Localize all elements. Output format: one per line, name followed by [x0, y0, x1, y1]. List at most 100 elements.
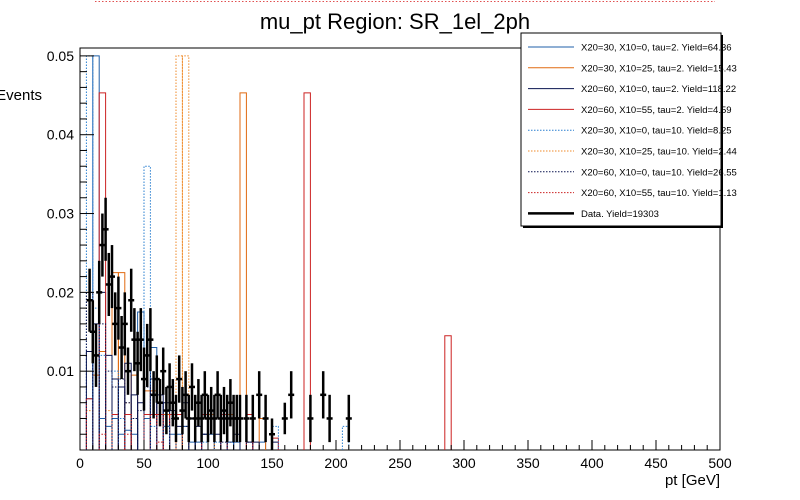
legend-label: X20=30, X10=0, tau=2. Yield=64.36 — [581, 43, 732, 54]
hist-bin-series-7 — [92, 354, 100, 450]
x-tick-label: 100 — [196, 455, 220, 471]
y-axis-label: Events — [0, 87, 42, 104]
y-tick-label: 0.03 — [47, 206, 74, 222]
data-point — [173, 394, 179, 443]
x-axis-label: pt [GeV] — [665, 472, 720, 489]
hist-bin-series-7 — [117, 378, 126, 450]
hist-bin-series-1 — [117, 433, 126, 450]
data-point — [128, 268, 135, 332]
data-point — [157, 379, 163, 427]
hist-bin-series-1 — [105, 425, 113, 450]
data-point — [262, 394, 269, 443]
legend-box — [520, 32, 722, 227]
data-point — [345, 394, 352, 443]
data-point — [320, 371, 327, 419]
hist-bin-series-7 — [169, 417, 177, 450]
data-point — [102, 197, 109, 261]
legend-label: X20=30, X10=25, tau=2. Yield=15.43 — [581, 63, 737, 74]
x-tick-label: 50 — [136, 455, 152, 471]
hist-bin-series-7 — [220, 441, 228, 450]
hist-bin-series-6 — [85, 410, 94, 450]
data-point — [326, 394, 333, 443]
x-tick-label: 400 — [580, 455, 604, 471]
hist-bin-series-8 — [98, 433, 107, 450]
x-tick-label: 450 — [644, 455, 668, 471]
data-point — [93, 323, 99, 387]
hist-bin-series-8 — [124, 433, 132, 450]
hist-bin-series-6 — [124, 402, 132, 450]
hist-bin-series-2 — [117, 272, 126, 450]
legend-label: Data. Yield=19303 — [581, 209, 659, 220]
data-point — [189, 363, 195, 411]
legend-label: X20=30, X10=0, tau=10. Yield=8.25 — [581, 126, 732, 137]
hist-bin-series-3 — [130, 394, 139, 450]
hist-bin-series-5 — [85, 55, 94, 450]
hist-bin-series-5 — [213, 441, 222, 450]
x-tick-label: 200 — [324, 455, 348, 471]
x-tick-label: 350 — [516, 455, 540, 471]
data-point — [256, 371, 263, 419]
hist-bin-series-4 — [85, 398, 94, 450]
y-tick-label: 0.02 — [47, 284, 74, 300]
hist-bin-series-4 — [143, 414, 151, 450]
hist-bin-series-4 — [111, 414, 119, 450]
data-point — [137, 308, 144, 372]
data-point — [96, 260, 103, 324]
legend-shadow-right — [721, 35, 723, 228]
hist-bin-series-1 — [92, 55, 100, 450]
data-point — [160, 347, 167, 395]
legend-label: X20=60, X10=55, tau=10. Yield=1.13 — [581, 188, 737, 199]
y-tick-label: 0.05 — [47, 48, 74, 64]
hist-bin-series-3 — [105, 354, 113, 450]
data-point — [237, 394, 243, 443]
hist-bin-series-1 — [111, 417, 119, 450]
hist-bin-series-6 — [181, 55, 190, 450]
hist-bin-series-5 — [98, 354, 107, 450]
hist-bin-series-2 — [98, 350, 107, 450]
y-axis-ticks: 0.01 0.02 0.03 0.04 0.05 — [47, 48, 94, 435]
hist-bin-series-3 — [226, 441, 235, 450]
hist-bin-series-5 — [149, 425, 158, 450]
hist-bin-series-1 — [258, 441, 267, 450]
legend-label: X20=60, X10=0, tau=2. Yield=118.22 — [581, 84, 736, 95]
data-point — [121, 292, 128, 356]
hist-bin-series-5 — [92, 307, 100, 450]
hist-bin-series-1 — [194, 441, 203, 450]
hist-bin-series-4 — [303, 92, 311, 450]
hist-bin-series-7 — [105, 370, 113, 450]
hist-bin-series-8 — [156, 441, 164, 450]
y-tick-label: 0.04 — [47, 127, 74, 143]
data-point — [281, 402, 288, 435]
hist-bin-series-1 — [143, 417, 151, 450]
hist-bin-series-4 — [124, 414, 132, 450]
hist-bin-series-4 — [149, 414, 158, 450]
data-point — [243, 394, 250, 443]
data-point — [115, 276, 122, 340]
hist-bin-series-1 — [124, 429, 132, 450]
hist-bin-series-7 — [124, 402, 132, 450]
hist-bin-series-3 — [245, 441, 254, 450]
legend-label: X20=60, X10=0, tau=10. Yield=26.55 — [581, 167, 737, 178]
hist-bin-series-5 — [111, 370, 119, 450]
hist-bin-series-7 — [245, 441, 254, 450]
hist-bin-series-5 — [201, 441, 209, 450]
x-axis-ticks: 0 50 100 150 200 250 300 350 400 450 500 — [76, 440, 732, 471]
hist-bin-series-7 — [137, 410, 145, 450]
hist-bin-series-6 — [175, 55, 183, 450]
x-tick-label: 150 — [260, 455, 284, 471]
hist-bin-series-2 — [239, 92, 247, 450]
data-point — [176, 355, 183, 403]
data-point — [307, 394, 314, 443]
legend-label: X20=30, X10=25, tau=10. Yield=2.44 — [581, 147, 737, 158]
legend-shadow-bottom — [523, 226, 723, 228]
x-tick-label: 250 — [388, 455, 412, 471]
histogram-layer — [85, 55, 452, 450]
hist-bin-series-7 — [111, 386, 119, 450]
hist-bin-series-6 — [105, 410, 113, 450]
x-tick-label: 0 — [76, 455, 84, 471]
data-point — [109, 245, 115, 309]
legend: X20=30, X10=0, tau=2. Yield=64.36 X20=30,… — [520, 32, 737, 228]
hist-bin-series-1 — [233, 441, 241, 450]
hist-bin-series-4 — [444, 335, 452, 450]
